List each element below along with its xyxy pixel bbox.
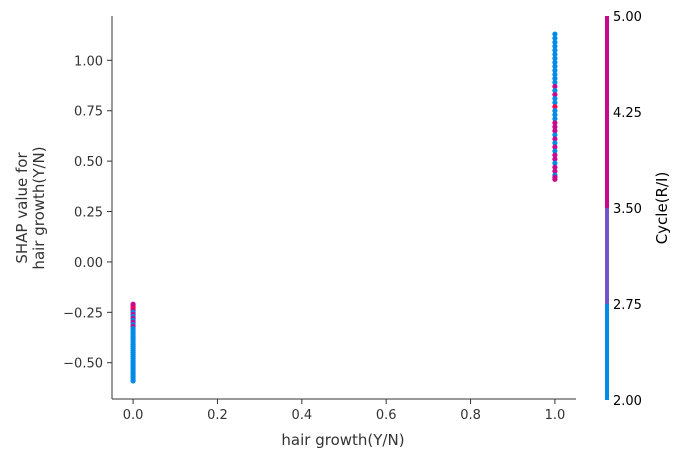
- scatter-point: [552, 108, 558, 114]
- scatter-point: [552, 152, 558, 158]
- y-tick-label: 1.00: [74, 54, 103, 69]
- x-tick-label: 0.8: [460, 408, 481, 423]
- colorbar-tick-label: 5.00: [613, 10, 642, 25]
- x-axis-title: hair growth(Y/N): [281, 431, 404, 449]
- axes: 0.0 0.2 0.4 0.6 0.8 1.0 −0.50 −0.25 0.00 0.25 0.50…: [63, 16, 576, 423]
- colorbar-tick-label: 2.75: [613, 298, 642, 313]
- colorbar-band: [605, 208, 609, 304]
- scatter-point: [552, 132, 558, 138]
- scatter-point: [130, 378, 136, 384]
- y-tick-label: −0.25: [63, 306, 103, 321]
- y-tick-label: 0.75: [74, 105, 103, 120]
- colorbar-band: [605, 16, 609, 208]
- scatter-point: [552, 43, 558, 49]
- scatter-point: [552, 156, 558, 162]
- scatter-points: [130, 31, 558, 384]
- y-axis-title-line-2: hair growth(Y/N): [30, 146, 48, 269]
- scatter-point: [552, 160, 558, 166]
- scatter-point: [552, 144, 558, 150]
- scatter-point: [552, 164, 558, 170]
- scatter-point: [552, 63, 558, 69]
- colorbar-tick-label: 4.25: [613, 106, 642, 121]
- scatter-point: [552, 140, 558, 146]
- scatter-point: [552, 96, 558, 102]
- scatter-point: [552, 35, 558, 41]
- scatter-point: [552, 92, 558, 98]
- y-axis-title: SHAP value for hair growth(Y/N): [13, 146, 48, 269]
- scatter-point: [552, 168, 558, 174]
- colorbar-tick-label: 2.00: [613, 394, 642, 409]
- scatter-point: [552, 104, 558, 110]
- scatter-point: [552, 128, 558, 134]
- scatter-point: [552, 148, 558, 154]
- scatter-point: [552, 55, 558, 61]
- scatter-point: [552, 112, 558, 118]
- y-tick-label: 0.50: [74, 155, 103, 170]
- scatter-point: [552, 71, 558, 78]
- scatter-point: [552, 87, 558, 94]
- scatter-point: [552, 79, 558, 86]
- scatter-point: [552, 116, 558, 122]
- y-tick-label: −0.50: [63, 357, 103, 372]
- scatter-point: [552, 47, 558, 53]
- colorbar: 2.00 2.75 3.50 4.25 5.00: [605, 10, 642, 409]
- colorbar-band: [605, 304, 609, 400]
- x-tick-label: 0.0: [123, 408, 144, 423]
- x-tick-label: 0.6: [376, 408, 397, 423]
- scatter-point: [552, 59, 558, 65]
- scatter-point: [552, 31, 558, 37]
- scatter-point: [552, 124, 558, 130]
- x-tick-label: 0.4: [291, 408, 312, 423]
- scatter-point: [552, 176, 558, 182]
- colorbar-tick-label: 3.50: [613, 202, 642, 217]
- scatter-point: [552, 136, 558, 142]
- scatter-point: [552, 83, 558, 90]
- scatter-point: [552, 51, 558, 57]
- y-tick-label: 0.00: [74, 256, 103, 271]
- scatter-point: [552, 100, 558, 106]
- colorbar-title: Cycle(R/I): [653, 172, 671, 245]
- x-tick-label: 0.2: [207, 408, 228, 423]
- x-tick-label: 1.0: [545, 408, 566, 423]
- scatter-point: [552, 120, 558, 126]
- y-tick-label: 0.25: [74, 206, 103, 221]
- y-axis-title-line-1: SHAP value for: [13, 152, 31, 264]
- scatter-point: [552, 39, 558, 45]
- scatter-point: [552, 67, 558, 74]
- scatter-point: [552, 75, 558, 82]
